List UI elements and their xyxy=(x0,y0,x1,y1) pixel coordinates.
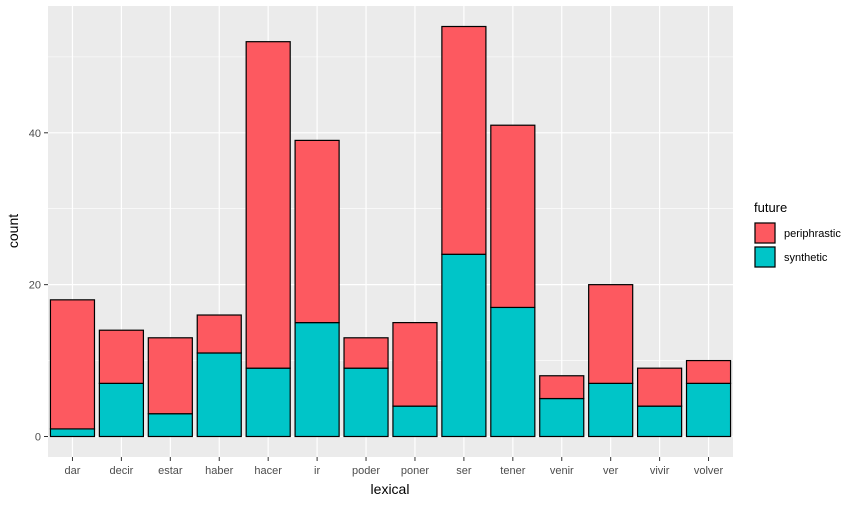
bar-periphrastic-ser xyxy=(441,25,487,255)
bar-periphrastic-tener xyxy=(490,124,536,309)
legend-label-periphrastic: periphrastic xyxy=(784,228,841,240)
x-tick-label: volver xyxy=(694,465,724,477)
bar-periphrastic-poner xyxy=(392,322,438,407)
bar-periphrastic-poder xyxy=(343,337,389,369)
bars xyxy=(49,25,732,438)
legend-swatch-synthetic xyxy=(754,246,776,268)
bar-synthetic-ir xyxy=(294,322,340,438)
x-tick-label: poner xyxy=(401,465,429,477)
x-tick-label: dar xyxy=(65,465,81,477)
bar-periphrastic-hacer xyxy=(245,41,291,369)
x-tick-label: vivir xyxy=(650,465,670,477)
y-axis-title: count xyxy=(5,214,21,248)
bar-synthetic-volver xyxy=(685,382,732,438)
bar-synthetic-tener xyxy=(490,306,536,438)
y-tick-label: 20 xyxy=(29,280,41,292)
x-tick-label: haber xyxy=(205,465,233,477)
x-tick-label: hacer xyxy=(254,465,282,477)
bar-synthetic-decir xyxy=(98,382,145,438)
bar-periphrastic-vivir xyxy=(636,367,683,407)
x-tick-label: ir xyxy=(314,465,320,477)
x-tick-label: poder xyxy=(352,465,380,477)
bar-periphrastic-decir xyxy=(98,329,145,384)
bar-synthetic-estar xyxy=(147,413,193,438)
y-tick-label: 0 xyxy=(35,432,41,444)
bar-synthetic-hacer xyxy=(245,367,291,438)
legend: future periphrastic synthetic xyxy=(754,200,841,268)
bar-synthetic-haber xyxy=(196,352,242,438)
bar-periphrastic-ir xyxy=(294,139,340,324)
bar-synthetic-ser xyxy=(441,253,487,438)
y-tick-label: 40 xyxy=(29,128,41,140)
x-tick-label: decir xyxy=(109,465,133,477)
bar-periphrastic-dar xyxy=(49,299,96,430)
x-tick-label: tener xyxy=(500,465,525,477)
bar-synthetic-vivir xyxy=(636,405,683,438)
bar-synthetic-ver xyxy=(588,382,634,438)
x-tick-label: estar xyxy=(158,465,183,477)
bar-synthetic-venir xyxy=(539,397,585,438)
legend-label-synthetic: synthetic xyxy=(784,252,828,264)
x-tick-label: venir xyxy=(550,465,574,477)
bar-periphrastic-estar xyxy=(147,337,193,415)
legend-items: periphrastic synthetic xyxy=(754,222,841,268)
legend-swatch-periphrastic xyxy=(754,222,776,244)
legend-title: future xyxy=(754,200,787,215)
bar-periphrastic-haber xyxy=(196,314,242,354)
bar-periphrastic-ver xyxy=(588,284,634,384)
bar-synthetic-poder xyxy=(343,367,389,438)
x-axis-title: lexical xyxy=(371,481,410,497)
bar-synthetic-poner xyxy=(392,405,438,438)
axes: 0 20 40 dar decir estar haber hacer ir poder poner… xyxy=(29,128,724,477)
x-tick-label: ver xyxy=(603,465,619,477)
bar-synthetic-dar xyxy=(49,428,96,438)
bar-periphrastic-venir xyxy=(539,375,585,400)
bar-periphrastic-volver xyxy=(685,359,732,384)
x-tick-label: ser xyxy=(456,465,472,477)
